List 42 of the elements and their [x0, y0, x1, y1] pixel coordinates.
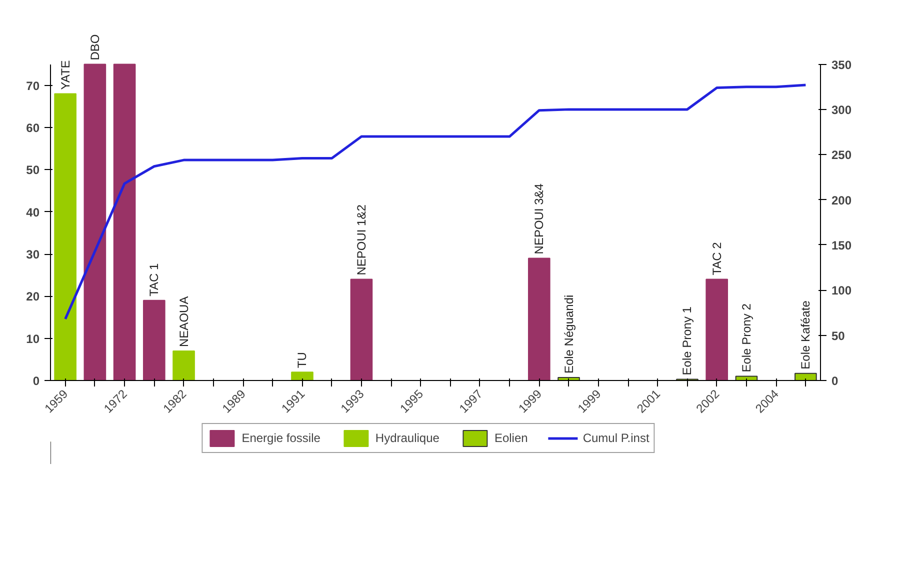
y2-tick-label: 350	[832, 58, 852, 72]
data-label: NEPOUI 3&4	[532, 183, 546, 254]
data-label: TAC 1	[147, 262, 162, 296]
data-label: YATE	[58, 60, 72, 90]
y-tick-label: 60	[26, 121, 40, 136]
y2-tick-label: 100	[832, 284, 852, 298]
data-label: TU	[295, 352, 310, 368]
bar	[350, 278, 373, 380]
bar	[706, 278, 728, 380]
y-tick-label: 70	[26, 78, 40, 93]
legend-label: Cumul P.inst	[582, 431, 650, 445]
data-label: Eole Kaféate	[798, 300, 813, 370]
y-tick-label: 40	[26, 205, 40, 220]
bar	[528, 258, 550, 380]
y-tick-label: 30	[26, 248, 40, 262]
data-label: Eole Néguandi	[562, 294, 576, 374]
y-tick-label: 50	[26, 163, 40, 178]
y2-tick-label: 300	[832, 102, 852, 117]
y2-tick-label: 150	[832, 238, 852, 252]
y2-tick-label: 50	[832, 328, 846, 343]
data-label: TAC 2	[710, 242, 724, 276]
data-label: Eole Prony 1	[680, 306, 694, 376]
y-tick-label: 20	[26, 290, 40, 304]
legend-label: Eolien	[494, 431, 528, 445]
y-tick-label: 10	[26, 332, 40, 346]
bar	[142, 300, 166, 380]
legend-label: Hydraulique	[375, 431, 440, 445]
bar	[54, 93, 76, 380]
bar	[794, 372, 817, 380]
legend-label: Energie fossile	[242, 431, 320, 445]
bar	[172, 350, 195, 380]
data-label: DBO	[88, 34, 102, 60]
y2-tick-label: 250	[832, 148, 852, 162]
y-tick-label: 0	[32, 374, 40, 388]
bar	[84, 64, 106, 380]
y2-tick-label: 200	[832, 193, 852, 208]
bar	[113, 64, 136, 380]
data-label: Eole Prony 2	[739, 303, 754, 372]
y2-tick-label: 0	[832, 374, 838, 388]
bar	[291, 372, 314, 380]
data-label: NEAOUA	[176, 296, 191, 347]
data-label: NEPOUI 1&2	[354, 204, 368, 276]
